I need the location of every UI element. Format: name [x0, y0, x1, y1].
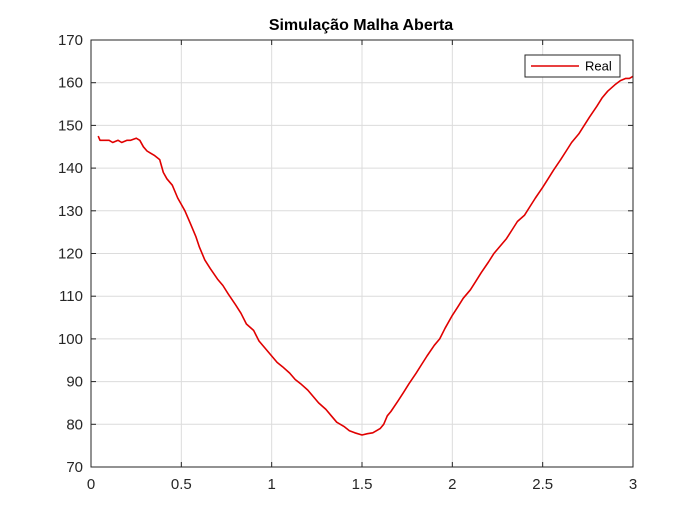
y-tick-label: 80 [66, 416, 83, 433]
x-tick-label: 2 [448, 476, 456, 493]
y-tick-label: 100 [58, 331, 83, 348]
legend: Real [524, 54, 621, 78]
y-tick-label: 160 [58, 75, 83, 92]
y-tick-label: 90 [66, 374, 83, 391]
x-tick-label: 1 [267, 476, 275, 493]
y-tick-label: 150 [58, 117, 83, 134]
y-tick-label: 170 [58, 32, 83, 49]
legend-label-real: Real [585, 59, 612, 74]
x-tick-label: 0.5 [171, 476, 192, 493]
x-tick-label: 3 [629, 476, 637, 493]
series-layer [97, 75, 634, 436]
y-axis: 70 80 90 100 110 120 130 140 150 160 170 [58, 32, 633, 476]
y-tick-label: 120 [58, 246, 83, 263]
y-tick-label: 110 [59, 288, 83, 305]
x-tick-label: 1.5 [352, 476, 373, 493]
x-tick-label: 0 [87, 476, 95, 493]
y-tick-label: 70 [66, 459, 83, 476]
y-tick-label: 130 [58, 203, 83, 220]
chart-title: Simulação Malha Aberta [269, 17, 453, 34]
grid [90, 39, 634, 468]
x-tick-label: 2.5 [532, 476, 553, 493]
y-tick-label: 140 [58, 160, 83, 177]
x-axis: 0 0.5 1 1.5 2 2.5 3 [87, 40, 637, 493]
series-line-real [97, 75, 634, 436]
